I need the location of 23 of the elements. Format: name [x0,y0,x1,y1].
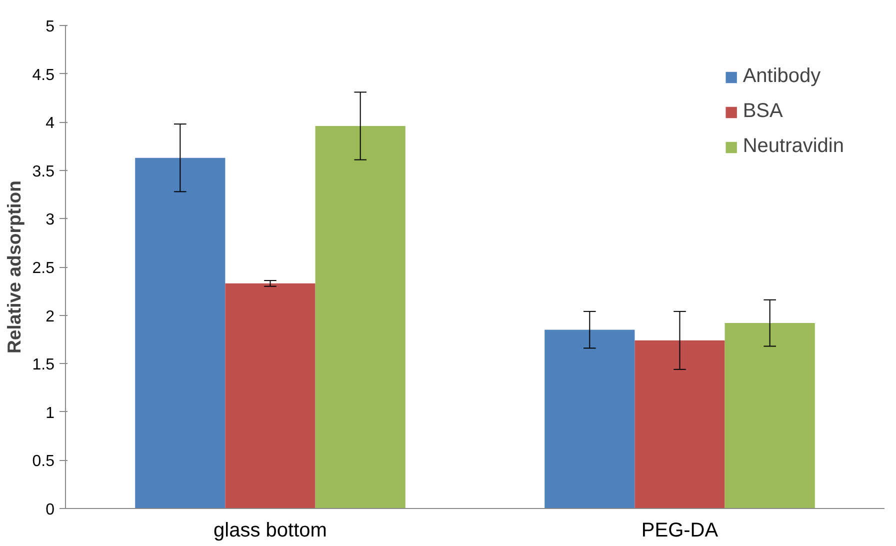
legend-label: BSA [742,100,783,123]
y-tick-label: 2.5 [32,260,55,277]
y-tick-label: 1.5 [32,356,55,374]
bar [634,340,725,508]
bar [724,323,815,508]
y-tick-label: 5 [46,18,55,36]
y-tick-label: 2 [46,308,55,326]
legend-label: Neutravidin [742,135,844,158]
y-tick-label: 3.5 [32,163,55,180]
bar [544,330,635,508]
y-tick-label: 0.5 [32,453,55,470]
y-tick-label: 1 [46,404,55,422]
legend-label: Antibody [742,65,821,88]
y-tick-label: 4 [46,115,55,132]
x-tick-label: glass bottom [214,520,327,542]
y-tick-label: 3 [46,212,55,229]
bar [135,158,226,508]
y-axis-title: Relative adsorption [3,180,24,354]
bar [315,126,406,508]
y-tick-label: 4.5 [32,66,55,84]
y-tick-label: 0 [46,502,55,518]
x-tick-label: PEG-DA [641,520,719,542]
bar [225,283,316,508]
